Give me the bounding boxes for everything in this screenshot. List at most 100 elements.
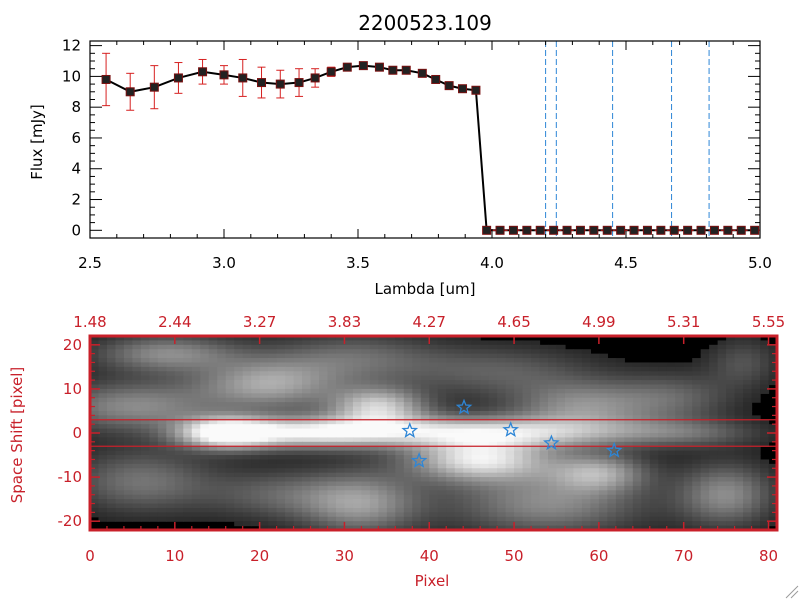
image-pixel [412,521,422,527]
image-pixel [386,463,396,469]
image-pixel [446,344,456,350]
image-pixel [208,362,218,368]
image-pixel [683,424,693,430]
image-pixel [352,384,363,390]
image-pixel [412,503,422,509]
image-pixel [310,499,320,505]
image-pixel [208,371,218,377]
image-pixel [174,437,184,443]
image-pixel [675,406,685,412]
image-pixel [208,485,218,491]
image-pixel [709,397,719,403]
flux-data-point [342,62,352,72]
image-pixel [590,428,600,434]
image-pixel [183,424,193,430]
image-pixel [191,371,201,377]
image-pixel [692,521,702,527]
image-pixel [531,437,541,443]
image-pixel [98,366,108,372]
image-pixel [471,455,481,461]
image-pixel [90,503,100,509]
image-pixel [429,344,439,350]
image-pixel [666,366,676,372]
image-pixel [454,521,464,527]
image-pixel [140,410,150,416]
image-pixel [514,499,524,505]
image-pixel [132,349,142,355]
image-pixel [412,410,422,416]
image-pixel [369,459,379,465]
image-pixel [132,402,142,408]
image-pixel [539,446,549,452]
image-pixel [352,349,363,355]
image-pixel [590,485,600,491]
image-pixel [598,353,608,359]
image-pixel [488,494,498,500]
image-pixel [335,459,346,465]
image-pixel [352,371,363,377]
image-pixel [361,419,371,425]
image-pixel [471,512,481,518]
image-pixel [259,388,269,394]
image-pixel [768,507,778,513]
image-pixel [522,410,532,416]
image-pixel [98,428,108,434]
image-pixel [590,499,600,505]
image-pixel [717,499,727,505]
image-pixel [183,402,193,408]
image-pixel [429,424,439,430]
image-pixel [598,512,608,518]
image-pixel [743,490,753,496]
image-pixel [505,362,515,368]
image-pixel [548,410,558,416]
image-pixel [522,433,532,439]
image-pixel [454,371,464,377]
chart-title: 2200523.109 [358,11,492,35]
image-pixel [446,366,456,372]
image-pixel [174,397,184,403]
image-pixel [251,336,261,342]
image-pixel [395,468,405,474]
image-pixel [437,503,447,509]
image-pixel [429,472,439,478]
image-pixel [743,358,753,364]
image-pixel [497,437,507,443]
image-pixel [149,516,159,522]
image-pixel [437,366,447,372]
x-tick-label: 4.0 [480,254,504,272]
image-pixel [166,397,176,403]
image-pixel [276,428,286,434]
image-pixel [242,380,252,386]
image-pixel [539,455,549,461]
image-pixel [319,402,329,408]
image-pixel [420,521,430,527]
image-pixel [106,336,117,342]
image-pixel [361,499,371,505]
image-pixel [539,424,549,430]
image-pixel [581,481,592,487]
image-pixel [463,362,473,368]
image-pixel [751,349,761,355]
image-pixel [395,336,405,342]
image-pixel [352,424,363,430]
image-pixel [666,459,676,465]
image-pixel [403,336,413,342]
resize-grip-icon[interactable] [785,585,799,599]
image-pixel [200,463,210,469]
image-pixel [683,481,693,487]
image-pixel [344,419,354,425]
image-pixel [480,472,490,478]
flux-data-point [575,225,585,235]
image-pixel [471,393,481,399]
image-pixel [90,433,100,439]
image-pixel [497,353,507,359]
image-pixel [225,516,235,522]
image-pixel [123,450,134,456]
image-pixel [624,512,634,518]
image-pixel [234,450,244,456]
image-pixel [683,375,693,381]
image-pixel [615,397,625,403]
image-pixel [692,459,702,465]
image-pixel [581,410,592,416]
image-pixel [556,503,566,509]
